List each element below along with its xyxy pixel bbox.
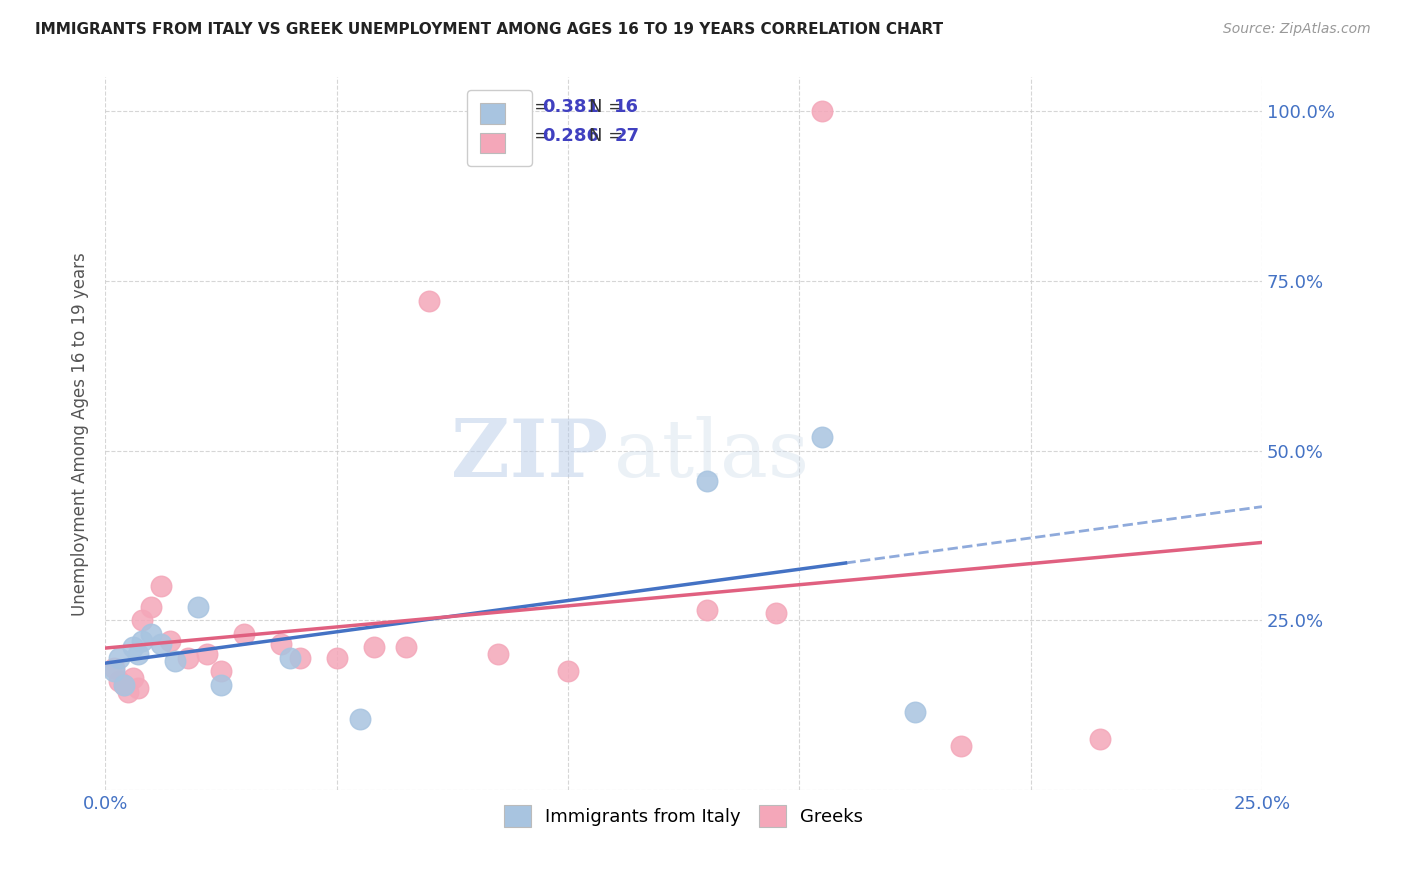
Text: IMMIGRANTS FROM ITALY VS GREEK UNEMPLOYMENT AMONG AGES 16 TO 19 YEARS CORRELATIO: IMMIGRANTS FROM ITALY VS GREEK UNEMPLOYM… (35, 22, 943, 37)
Text: R =: R = (516, 98, 555, 116)
Point (159, 633, 181, 648)
Point (811, 104, 834, 119)
Text: N =: N = (589, 127, 628, 145)
Point (149, 637, 172, 651)
Point (117, 684, 139, 698)
Text: 0.381: 0.381 (543, 98, 599, 116)
Point (765, 607, 787, 621)
Legend: Immigrants from Italy, Greeks: Immigrants from Italy, Greeks (496, 797, 870, 834)
Point (127, 681, 149, 695)
Point (811, 430, 834, 444)
Point (127, 647, 149, 661)
Point (108, 674, 131, 689)
Point (395, 640, 418, 655)
Point (696, 474, 718, 488)
Text: ZIP: ZIP (451, 416, 609, 494)
Text: atlas: atlas (614, 416, 810, 494)
Point (122, 671, 145, 685)
Point (209, 678, 232, 692)
Text: 16: 16 (614, 98, 640, 116)
Point (131, 613, 153, 627)
Point (696, 603, 718, 617)
Point (195, 647, 218, 661)
Point (278, 650, 301, 665)
Point (131, 633, 153, 648)
Point (418, 294, 440, 309)
Point (163, 654, 186, 668)
Point (122, 640, 145, 655)
Point (103, 661, 125, 675)
Point (557, 664, 579, 678)
Point (187, 599, 209, 614)
Point (141, 599, 163, 614)
Text: 0.286: 0.286 (543, 127, 599, 145)
Point (349, 712, 371, 726)
Point (1088, 732, 1111, 747)
Point (270, 637, 292, 651)
Y-axis label: Unemployment Among Ages 16 to 19 years: Unemployment Among Ages 16 to 19 years (72, 252, 89, 615)
Text: Source: ZipAtlas.com: Source: ZipAtlas.com (1223, 22, 1371, 37)
Point (112, 678, 135, 692)
Text: 27: 27 (614, 127, 640, 145)
Point (363, 640, 385, 655)
Point (488, 647, 510, 661)
Point (904, 705, 927, 719)
Point (288, 650, 311, 665)
Point (141, 627, 163, 641)
Text: R =: R = (516, 127, 555, 145)
Point (149, 579, 172, 593)
Point (325, 650, 347, 665)
Point (209, 664, 232, 678)
Point (177, 650, 200, 665)
Point (233, 627, 256, 641)
Point (108, 650, 131, 665)
Text: N =: N = (589, 98, 628, 116)
Point (103, 664, 125, 678)
Point (112, 678, 135, 692)
Point (950, 739, 973, 753)
